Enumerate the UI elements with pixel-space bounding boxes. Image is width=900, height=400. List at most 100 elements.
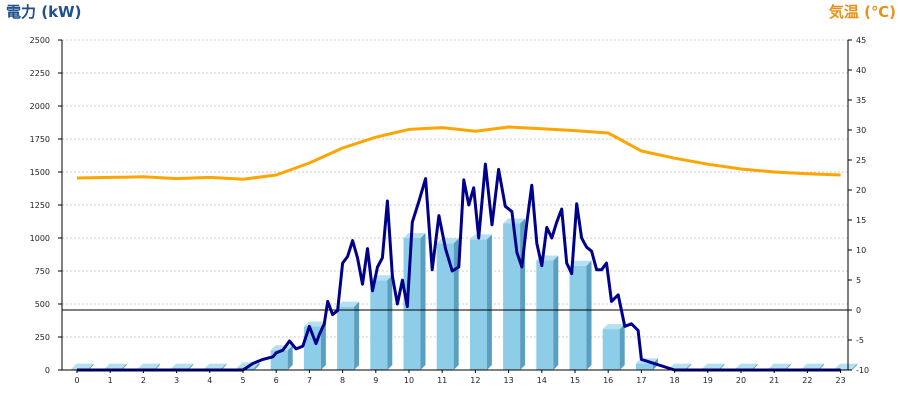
x-tick-label: 1 — [108, 376, 113, 385]
right-tick-label: 45 — [856, 36, 866, 45]
bar-side — [586, 260, 592, 370]
bar-side — [254, 362, 260, 370]
x-tick-label: 5 — [240, 376, 245, 385]
bar-top — [801, 363, 824, 369]
bar — [370, 275, 393, 370]
bar-side — [486, 234, 492, 370]
bar-side — [453, 238, 459, 370]
right-axis-title: 気温 (℃) — [829, 3, 896, 21]
bar-side — [719, 363, 725, 370]
bar — [602, 324, 625, 370]
x-tick-label: 11 — [437, 376, 447, 385]
bar-front — [503, 223, 521, 370]
x-tick-label: 16 — [603, 376, 613, 385]
left-tick-label: 2000 — [30, 102, 50, 111]
x-tick-label: 8 — [340, 376, 345, 385]
x-tick-label: 6 — [274, 376, 279, 385]
x-tick-label: 0 — [74, 376, 79, 385]
bar-front — [303, 326, 321, 370]
right-tick-label: 15 — [856, 216, 866, 225]
x-tick-label: 15 — [570, 376, 580, 385]
bar-front — [337, 306, 355, 370]
right-tick-label: 10 — [856, 246, 866, 255]
bar-front — [835, 368, 853, 370]
bar — [337, 301, 360, 370]
bar — [569, 260, 592, 370]
bar-side — [121, 363, 127, 370]
bar — [536, 255, 559, 370]
left-tick-label: 750 — [35, 267, 50, 276]
bar-top — [569, 260, 592, 266]
x-tick-label: 19 — [703, 376, 713, 385]
bar-side — [553, 255, 559, 370]
x-tick-label: 10 — [404, 376, 414, 385]
bar-front — [635, 363, 653, 370]
bar-front — [370, 280, 388, 370]
left-tick-label: 1500 — [30, 168, 50, 177]
bar-side — [354, 301, 360, 370]
x-tick-label: 23 — [836, 376, 846, 385]
bar-front — [469, 239, 487, 370]
right-tick-label: -10 — [856, 366, 869, 375]
left-tick-label: 0 — [45, 366, 50, 375]
x-tick-label: 21 — [769, 376, 779, 385]
bar-side — [752, 363, 758, 370]
power-line — [77, 162, 841, 372]
bar-top — [71, 363, 94, 369]
bar-side — [818, 363, 824, 370]
bar-side — [287, 345, 293, 370]
bar-top — [602, 324, 625, 330]
bar — [469, 234, 492, 370]
bar-side — [154, 363, 160, 370]
bar-top — [337, 301, 360, 307]
bar-side — [785, 363, 791, 370]
bar-side — [686, 363, 692, 370]
bar-side — [420, 233, 426, 370]
bar-front — [403, 238, 421, 370]
bar-side — [188, 363, 194, 370]
bar-side — [619, 324, 625, 370]
left-tick-label: 250 — [35, 333, 50, 342]
bar-top — [669, 363, 692, 369]
x-tick-label: 9 — [373, 376, 378, 385]
left-tick-label: 2500 — [30, 36, 50, 45]
bar-front — [569, 265, 587, 370]
x-tick-label: 2 — [141, 376, 146, 385]
bar-layer — [71, 218, 858, 370]
bar-top — [735, 363, 758, 369]
line-layer — [62, 125, 848, 372]
right-tick-label: 25 — [856, 156, 866, 165]
bar-side — [852, 363, 858, 370]
x-tick-label: 13 — [504, 376, 514, 385]
left-axis-title: 電力 (kW) — [6, 3, 81, 21]
bar-side — [320, 321, 326, 370]
bar-side — [387, 275, 393, 370]
right-tick-label: 0 — [856, 306, 861, 315]
x-tick-label: 7 — [307, 376, 312, 385]
left-tick-label: 2250 — [30, 69, 50, 78]
bar-front — [602, 329, 620, 370]
x-tick-label: 20 — [736, 376, 746, 385]
left-tick-label: 1250 — [30, 201, 50, 210]
left-tick-label: 1750 — [30, 135, 50, 144]
left-tick-label: 1000 — [30, 234, 50, 243]
bar-top — [204, 363, 227, 369]
bar — [835, 363, 858, 370]
right-tick-label: 40 — [856, 66, 866, 75]
bar-top — [702, 363, 725, 369]
bar-top — [469, 234, 492, 240]
bar-top — [768, 363, 791, 369]
right-tick-label: 20 — [856, 186, 866, 195]
axis-layer: 02505007501000125015001750200022502500-1… — [30, 36, 869, 385]
bar-top — [403, 233, 426, 238]
left-tick-label: 500 — [35, 300, 50, 309]
x-tick-label: 22 — [802, 376, 812, 385]
x-tick-label: 12 — [470, 376, 480, 385]
right-tick-label: 30 — [856, 126, 866, 135]
x-tick-label: 4 — [207, 376, 212, 385]
bar — [303, 321, 326, 370]
right-tick-label: -5 — [856, 336, 864, 345]
right-tick-label: 35 — [856, 96, 866, 105]
